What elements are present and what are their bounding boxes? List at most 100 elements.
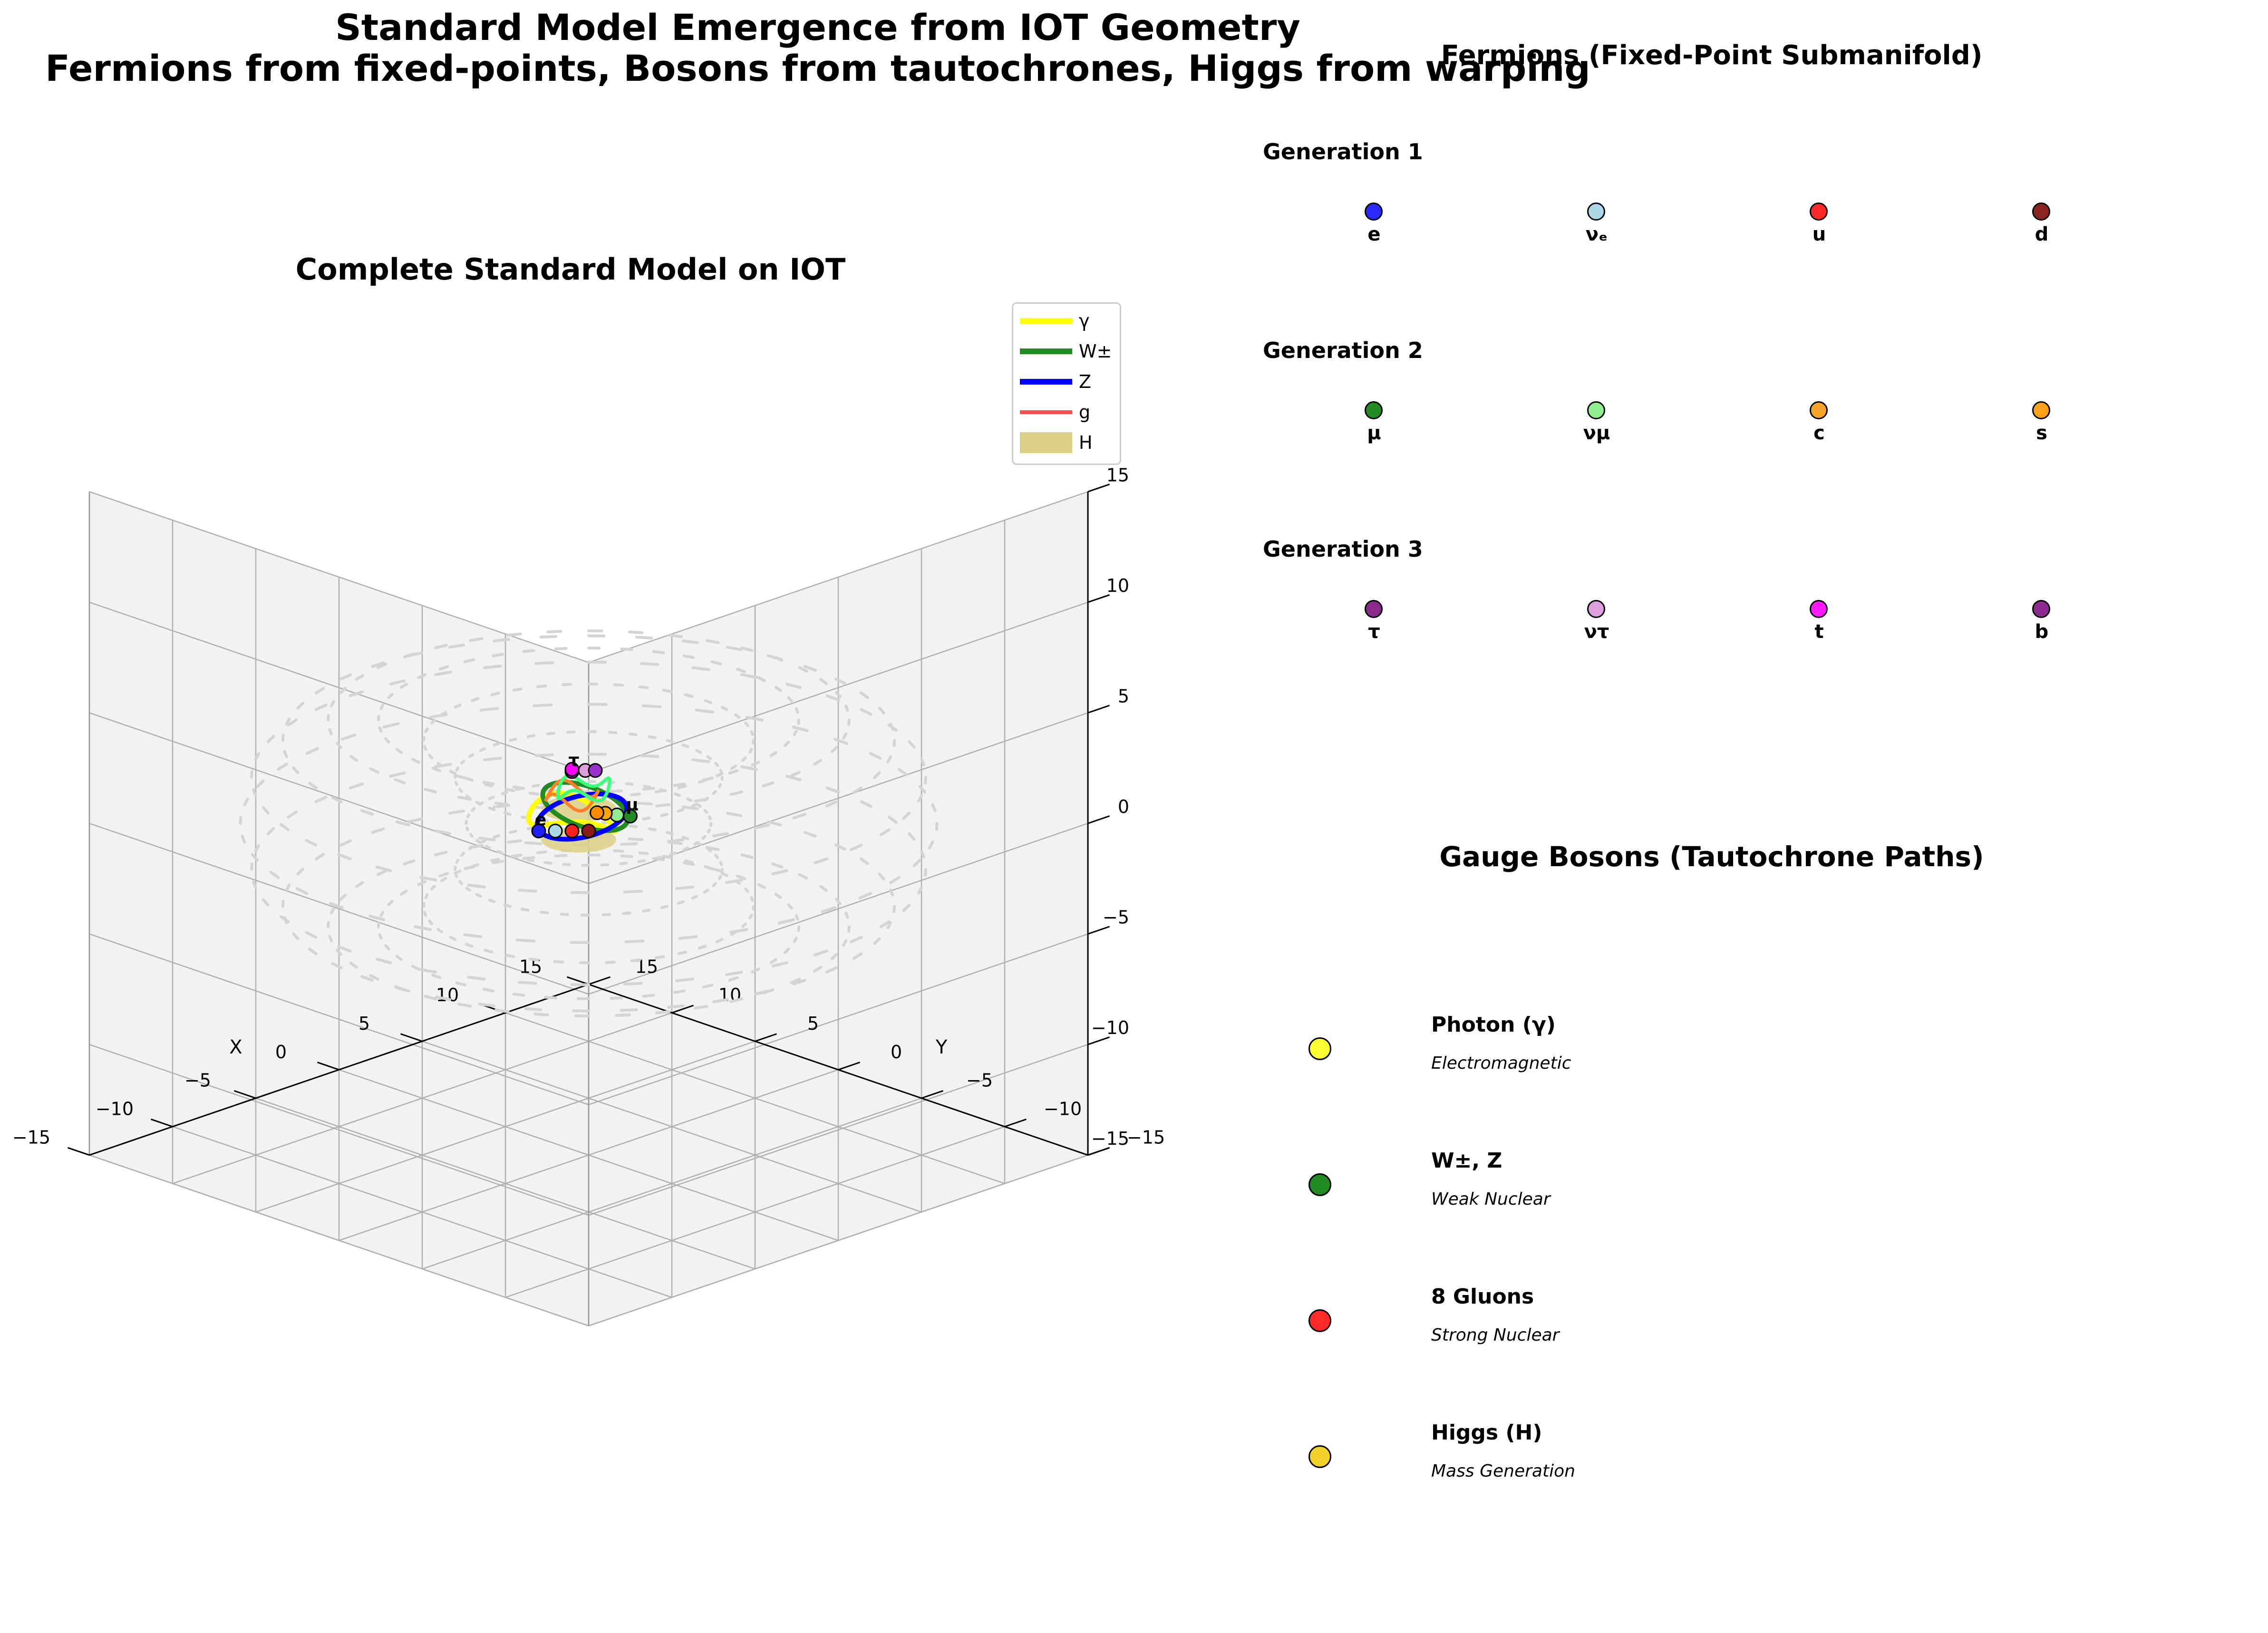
- torus-dash: [623, 982, 643, 986]
- torus-dash: [637, 859, 646, 863]
- y-tick-label: 5: [359, 1013, 370, 1034]
- torus-dash: [902, 903, 911, 912]
- fermion-label: b: [2035, 621, 2049, 643]
- torus-dash: [774, 686, 782, 692]
- torus-dash: [673, 783, 686, 787]
- x-tick-label: 10: [718, 985, 741, 1005]
- z-tick-label: 10: [1106, 575, 1129, 596]
- torus-dash: [698, 945, 707, 950]
- torus-dash: [729, 997, 744, 1003]
- torus-dash: [694, 798, 708, 803]
- fermion-label: d: [2035, 223, 2049, 245]
- torus-dash: [376, 870, 388, 876]
- torus-dash: [469, 637, 484, 642]
- torus-dash: [728, 976, 739, 982]
- torus-dash: [771, 655, 784, 662]
- torus-dash: [292, 766, 300, 774]
- torus-dash: [819, 678, 828, 685]
- figure-suptitle-line2: Fermions from fixed-points, Bosons from …: [45, 47, 1590, 89]
- torus-dash: [691, 895, 698, 900]
- torus-dash: [908, 832, 916, 841]
- torus-dash: [330, 700, 335, 708]
- torus-dash: [478, 1003, 496, 1007]
- torus-dash: [908, 740, 916, 749]
- torus-dash: [790, 771, 801, 777]
- torus-dash: [454, 781, 458, 786]
- torus-dash: [378, 933, 383, 940]
- torus-dash: [878, 706, 885, 715]
- torus-dash: [482, 987, 495, 993]
- torus-dash: [785, 774, 802, 782]
- torus-dash: [460, 851, 465, 857]
- legend-entry-w: W±: [1013, 336, 1120, 367]
- torus-dash: [869, 752, 882, 760]
- torus-dash: [400, 889, 408, 896]
- torus-dash: [928, 841, 934, 850]
- plot-3d: −15−15 −15−10−10−10−5−5−50005551010101515…: [12, 464, 1165, 1327]
- torus-dash: [287, 718, 298, 727]
- torus-dash: [830, 746, 838, 754]
- bosons-title: Gauge Bosons (Tautochrone Paths): [1439, 841, 1984, 873]
- torus-dash: [641, 816, 651, 821]
- torus-dash: [423, 911, 427, 917]
- torus-dash: [635, 802, 653, 806]
- legend-entry-z: Z: [1013, 367, 1120, 397]
- torus-dash: [750, 896, 754, 902]
- z-tick: [1087, 926, 1110, 935]
- torus-dash: [494, 1008, 510, 1013]
- torus-dash: [376, 957, 392, 965]
- torus-dash: [716, 772, 724, 777]
- torus-dash: [368, 915, 386, 921]
- torus-dash: [521, 908, 530, 912]
- torus-dash: [328, 935, 333, 942]
- torus-dash: [488, 795, 495, 801]
- torus-dash: [714, 762, 719, 767]
- x-tick: [755, 1033, 777, 1042]
- torus-dash: [434, 670, 453, 676]
- torus-dash: [528, 957, 539, 962]
- torus-dash: [917, 886, 923, 895]
- torus-dash: [296, 868, 305, 876]
- torus-dash: [389, 771, 406, 778]
- torus-dash: [379, 910, 385, 918]
- torus-dash: [387, 899, 394, 906]
- torus-dash: [464, 658, 475, 663]
- torus-dash: [792, 812, 806, 820]
- torus-dash: [471, 807, 476, 812]
- torus-dash: [494, 802, 510, 806]
- torus-dash: [748, 747, 753, 754]
- torus-dash: [712, 998, 729, 1004]
- torus-dash: [438, 872, 449, 878]
- torus-dash: [376, 662, 388, 669]
- torus-dash: [886, 755, 892, 763]
- torus-dash: [536, 850, 547, 854]
- fermion-label: t: [1814, 621, 1824, 643]
- torus-dash: [277, 763, 288, 771]
- torus-dash: [624, 939, 645, 944]
- torus-dash: [395, 955, 403, 961]
- torus-dash: [539, 818, 549, 822]
- x-tick: [588, 976, 611, 986]
- x-tick-label: −15: [1127, 1127, 1165, 1148]
- torus-dash: [681, 744, 689, 748]
- y-tick-label: −15: [12, 1127, 50, 1148]
- torus-dash: [428, 754, 434, 760]
- x-tick-label: 0: [891, 1042, 902, 1063]
- torus-dash: [544, 995, 557, 1000]
- torus-dash: [478, 836, 496, 841]
- torus-dash: [666, 739, 674, 744]
- torus-dash: [285, 883, 291, 892]
- particle-d: [581, 823, 596, 839]
- torus-dash: [684, 693, 694, 698]
- torus-dash: [795, 707, 799, 714]
- torus-dash: [608, 731, 618, 734]
- torus-dash: [371, 661, 385, 668]
- torus-dash: [872, 937, 881, 945]
- torus-dash: [725, 879, 743, 884]
- torus-dash: [482, 781, 495, 786]
- torus-dash: [701, 835, 707, 840]
- torus-dash: [897, 768, 908, 776]
- torus-dash: [777, 918, 795, 925]
- torus-dash: [435, 995, 452, 1001]
- torus-dash: [378, 726, 383, 733]
